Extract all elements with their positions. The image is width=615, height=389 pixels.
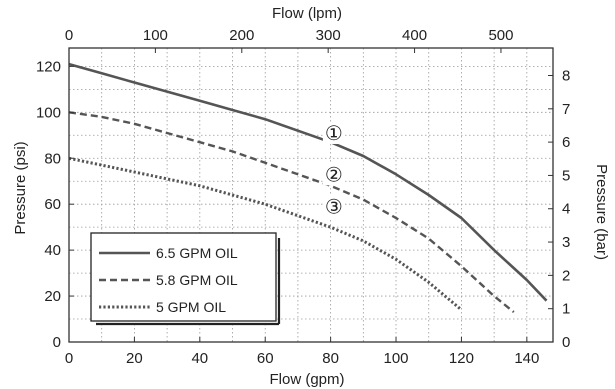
y-axis-title: Pressure (psi) (12, 141, 29, 234)
y-axis-right-ticks: 0 1 2 3 4 5 6 7 8 (548, 67, 570, 351)
legend: 6.5 GPM OIL 5.8 GPM OIL 5 GPM OIL (90, 232, 281, 326)
y2-tick-label: 6 (562, 134, 570, 151)
y2-axis-title: Pressure (bar) (593, 164, 610, 260)
series-line-3 (68, 156, 463, 311)
x-axis-bottom-ticks: 0 20 40 60 80 100 120 140 (65, 337, 539, 367)
x-tick-label: 40 (191, 350, 208, 367)
x2-tick-label: 200 (229, 27, 254, 44)
legend-label-3: 5 GPM OIL (156, 299, 226, 315)
marker-background (322, 195, 345, 218)
curve-markers: ① ② ③ (322, 121, 345, 218)
x2-tick-label: 500 (488, 27, 513, 44)
x2-tick-label: 100 (143, 27, 168, 44)
y2-tick-label: 8 (562, 67, 570, 84)
x2-tick-label: 300 (316, 27, 341, 44)
y2-tick-label: 2 (562, 267, 570, 284)
x-axis-title: Flow (gpm) (269, 371, 344, 388)
curve-marker-2: ② (325, 164, 343, 186)
x2-axis-title: Flow (lpm) (272, 5, 342, 22)
marker-background (322, 163, 345, 186)
x-tick-label: 80 (322, 350, 339, 367)
marker-background (322, 121, 345, 144)
y-axis-left-ticks: 0 20 40 60 80 100 120 (36, 58, 74, 351)
curve-marker-3: ③ (325, 196, 343, 218)
x-tick-label: 140 (514, 350, 539, 367)
legend-label-2: 5.8 GPM OIL (156, 272, 238, 288)
x-tick-label: 20 (126, 350, 143, 367)
y2-tick-label: 0 (562, 334, 570, 351)
series-line-1 (68, 62, 548, 302)
x-axis-top-ticks: 0 100 200 300 400 500 (65, 27, 513, 53)
y2-tick-label: 4 (562, 201, 570, 218)
y-tick-label: 100 (36, 104, 61, 121)
y-tick-label: 120 (36, 58, 61, 75)
plot-frame (68, 47, 554, 343)
y-tick-label: 60 (44, 196, 61, 213)
x-tick-label: 60 (257, 350, 274, 367)
y-tick-label: 80 (44, 150, 61, 167)
y2-tick-label: 7 (562, 101, 570, 118)
series-line-2 (68, 111, 515, 314)
y2-tick-label: 3 (562, 234, 570, 251)
x-tick-label: 120 (449, 350, 474, 367)
y-tick-label: 40 (44, 242, 61, 259)
x-tick-label: 100 (384, 350, 409, 367)
y-tick-label: 20 (44, 288, 61, 305)
series-lines (68, 62, 548, 314)
legend-items: 6.5 GPM OIL 5.8 GPM OIL 5 GPM OIL (99, 245, 238, 315)
y-tick-label: 0 (53, 334, 61, 351)
y2-tick-label: 1 (562, 301, 570, 318)
curve-marker-1: ① (325, 123, 343, 145)
x2-tick-label: 0 (65, 27, 73, 44)
legend-label-1: 6.5 GPM OIL (156, 245, 238, 261)
x2-tick-label: 400 (402, 27, 427, 44)
y2-tick-label: 5 (562, 167, 570, 184)
x-tick-label: 0 (65, 350, 73, 367)
